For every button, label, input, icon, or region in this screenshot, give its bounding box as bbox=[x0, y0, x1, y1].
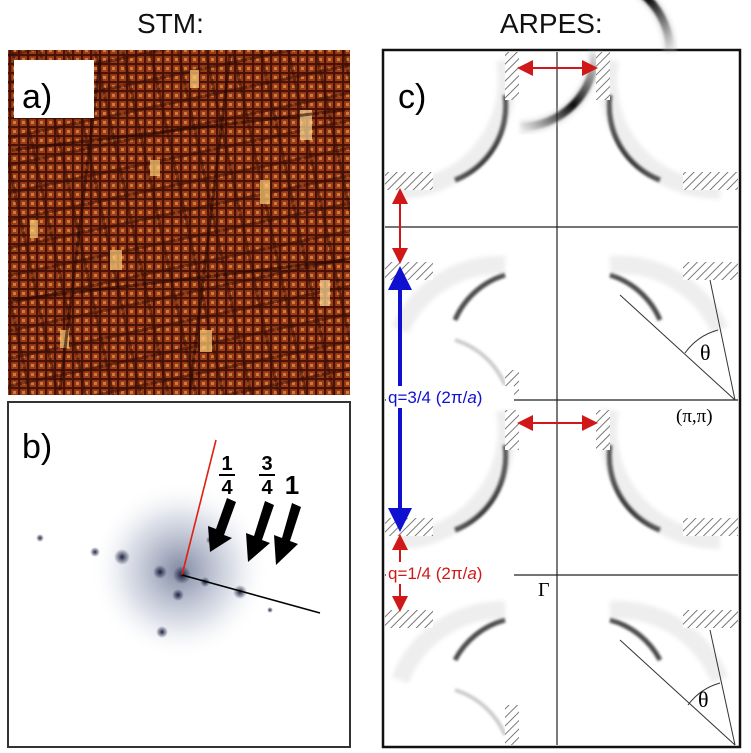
frac-quarter-den: 4 bbox=[221, 477, 233, 499]
frac-three-quarter-num: 3 bbox=[261, 453, 272, 475]
arpes-title: ARPES: bbox=[500, 8, 603, 39]
theta-upper: θ bbox=[700, 340, 711, 365]
label-one: 1 bbox=[285, 470, 299, 500]
theta-lower: θ bbox=[698, 687, 709, 712]
q-large-bg bbox=[386, 386, 514, 408]
fft-black-line bbox=[181, 574, 321, 614]
panel-b-label-box bbox=[14, 410, 94, 468]
panel-c-label: c) bbox=[398, 78, 426, 116]
stm-image-panel: a) bbox=[8, 50, 350, 395]
stm-title: STM: bbox=[137, 8, 204, 39]
pi-pi-label: (π,π) bbox=[676, 406, 713, 427]
fft-arrows bbox=[208, 498, 301, 565]
panel-a-label: a) bbox=[22, 78, 52, 116]
frac-quarter-num: 1 bbox=[221, 453, 232, 475]
arpes-panel: θ θ q=3/4 (2π/a) q=1/4 (2π/a) (π,π) Γ c) bbox=[381, 0, 742, 749]
fft-panel: 1 4 3 4 1 b) bbox=[7, 401, 351, 748]
frac-three-quarter-den: 4 bbox=[261, 477, 273, 499]
arrow-three-quarter bbox=[246, 501, 274, 562]
arrow-quarter bbox=[208, 498, 236, 552]
q-small-bg bbox=[386, 562, 514, 584]
panel-b-label: b) bbox=[22, 428, 52, 466]
fft-red-line bbox=[181, 439, 217, 576]
panel-a-label-box bbox=[14, 60, 94, 118]
panel-c-label-box bbox=[392, 60, 462, 118]
arrow-one bbox=[274, 503, 301, 565]
q-large-label: q=3/4 (2π/a) bbox=[388, 388, 482, 407]
q-small-label: q=1/4 (2π/a) bbox=[388, 564, 482, 583]
theta-wedges bbox=[619, 279, 736, 746]
gamma-label: Γ bbox=[538, 579, 550, 601]
